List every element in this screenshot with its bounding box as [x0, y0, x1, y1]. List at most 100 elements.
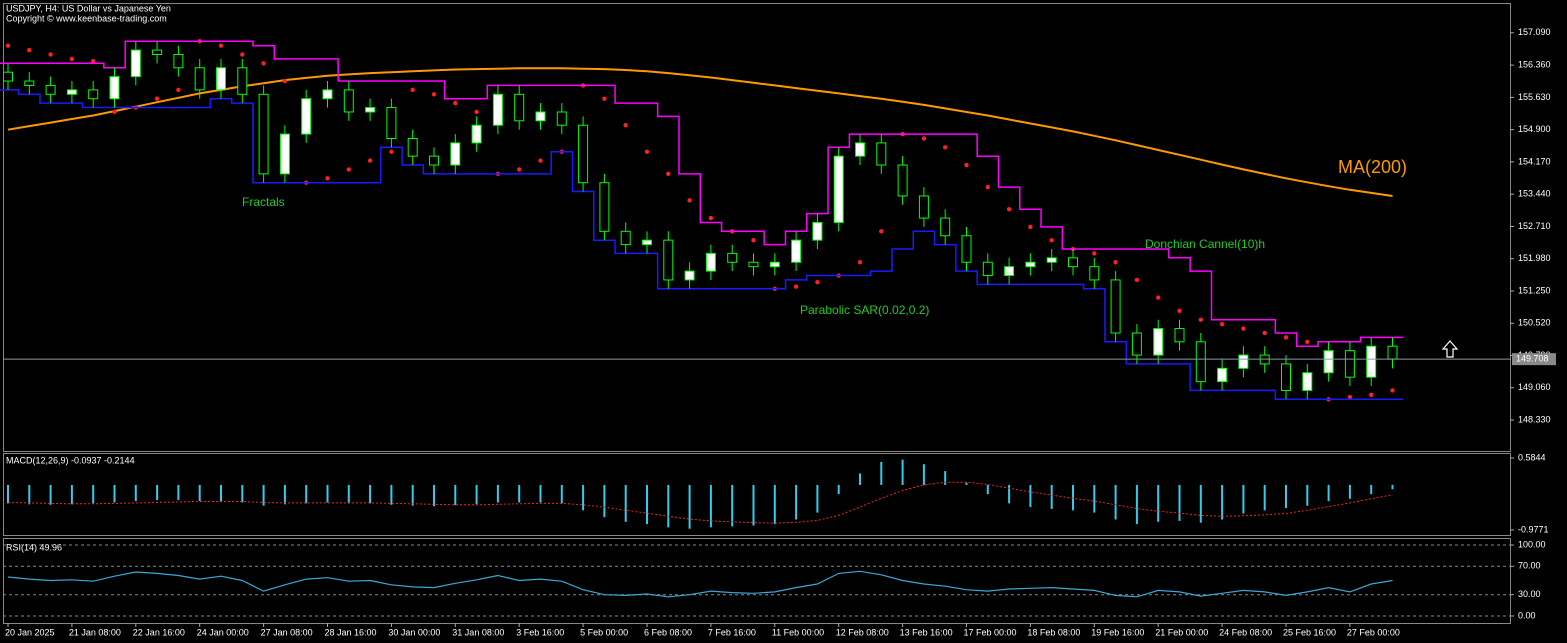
sar-dot — [1369, 392, 1374, 398]
x-tick-label: 27 Jan 08:00 — [261, 627, 313, 637]
candle-body — [727, 252, 738, 263]
candle-body — [407, 137, 418, 157]
candle-body — [429, 155, 439, 166]
rsi-line — [7, 570, 1393, 598]
candle-body — [1366, 345, 1377, 378]
x-tick-label: 7 Feb 16:00 — [708, 627, 756, 637]
candle-body — [301, 98, 312, 135]
sar-dot — [27, 47, 32, 53]
sar-dot — [91, 58, 96, 64]
x-tick-label: 31 Jan 08:00 — [452, 627, 504, 637]
candle-body — [1302, 372, 1313, 391]
candle-body — [130, 49, 141, 78]
sar-dot — [1049, 237, 1054, 243]
sar-dot — [687, 198, 692, 203]
candle-body — [855, 142, 865, 157]
candle-body — [833, 155, 844, 223]
y-tick-label: 148.330 — [1518, 414, 1551, 424]
sar-dot — [921, 136, 927, 141]
candle-body — [1068, 257, 1078, 268]
sar-dot — [112, 109, 117, 115]
candle-body — [1153, 328, 1164, 356]
candle-body — [1089, 266, 1100, 281]
rsi-title: RSI(14) 49.96 — [6, 542, 62, 552]
candle-body — [684, 270, 695, 281]
sar-dot — [985, 184, 990, 190]
sar-dot — [1347, 394, 1353, 400]
y-tick-label: 151.250 — [1518, 285, 1551, 295]
sar-dot — [793, 284, 799, 289]
candle-body — [1344, 350, 1355, 378]
x-tick-label: 25 Feb 16:00 — [1283, 627, 1336, 637]
y-tick-label: 70.00 — [1518, 561, 1541, 571]
candle-body — [1195, 341, 1206, 383]
y-tick-label: 152.710 — [1518, 221, 1551, 231]
candle-body — [237, 67, 248, 95]
sar-dot — [602, 96, 607, 101]
sar-dot — [325, 176, 330, 181]
candle-body — [961, 235, 972, 263]
x-tick-label: 21 Jan 08:00 — [69, 627, 121, 637]
candle-body — [1046, 257, 1057, 263]
sar-dot — [218, 43, 224, 48]
arrow-icon — [1441, 340, 1459, 358]
candle-body — [194, 67, 205, 91]
candle-body — [791, 239, 802, 263]
x-tick-label: 19 Feb 16:00 — [1091, 627, 1144, 637]
sar-dot — [389, 149, 394, 154]
donchian-upper — [0, 40, 1404, 347]
x-tick-label: 27 Feb 00:00 — [1347, 627, 1400, 637]
candle-body — [450, 142, 461, 166]
sar-dot — [48, 52, 53, 57]
sar-dot — [154, 96, 160, 101]
current-price-label: 149.708 — [1516, 354, 1549, 364]
candle-body — [279, 133, 290, 175]
candle-body — [471, 124, 482, 144]
sar-dot — [1156, 295, 1161, 300]
candle-body — [152, 49, 163, 56]
sar-dot — [1283, 335, 1289, 340]
candle-body — [940, 217, 951, 237]
candle-body — [1131, 332, 1142, 356]
sar-dot — [964, 162, 969, 168]
sar-dot — [1092, 251, 1097, 256]
candle-body — [1387, 345, 1398, 360]
sar-dot — [240, 52, 245, 57]
candle-body — [876, 142, 887, 166]
sar-dot — [69, 56, 75, 62]
y-tick-label: 30.00 — [1518, 589, 1541, 599]
candle-body — [322, 89, 333, 100]
y-tick-label: 100.00 — [1518, 539, 1546, 549]
y-tick-label: 0.00 — [1518, 610, 1536, 620]
copyright: Copyright © www.keenbase-trading.com — [6, 13, 167, 23]
x-tick-label: 6 Feb 08:00 — [644, 627, 692, 637]
y-tick-label: 0.5844 — [1518, 452, 1546, 462]
sar-dot — [1241, 326, 1246, 331]
candle-body — [386, 107, 397, 139]
candle-body — [556, 111, 567, 126]
candle-body — [365, 107, 376, 113]
y-tick-label: 157.090 — [1518, 27, 1551, 37]
candle-body — [663, 239, 674, 281]
sar-dot — [815, 279, 820, 285]
candle-body — [45, 84, 56, 95]
candle-body — [514, 93, 525, 122]
candle-body — [705, 252, 716, 272]
x-tick-label: 11 Feb 00:00 — [772, 627, 824, 637]
sar-dot — [1390, 388, 1395, 393]
sar-dot — [1262, 330, 1267, 336]
sar-dot — [879, 229, 884, 234]
candle-body — [1238, 354, 1249, 369]
sar-dot — [517, 167, 522, 172]
x-tick-label: 5 Feb 00:00 — [580, 627, 628, 637]
candle-body — [918, 195, 929, 219]
candle-body — [66, 89, 77, 95]
x-tick-label: 21 Feb 00:00 — [1155, 627, 1208, 637]
y-tick-label: 154.170 — [1518, 156, 1551, 166]
chart-title: USDJPY, H4: US Dollar vs Japanese Yen — [6, 3, 171, 13]
price-panel — [3, 3, 1511, 452]
candle-body — [1281, 363, 1291, 391]
sar-dot — [1219, 321, 1225, 327]
